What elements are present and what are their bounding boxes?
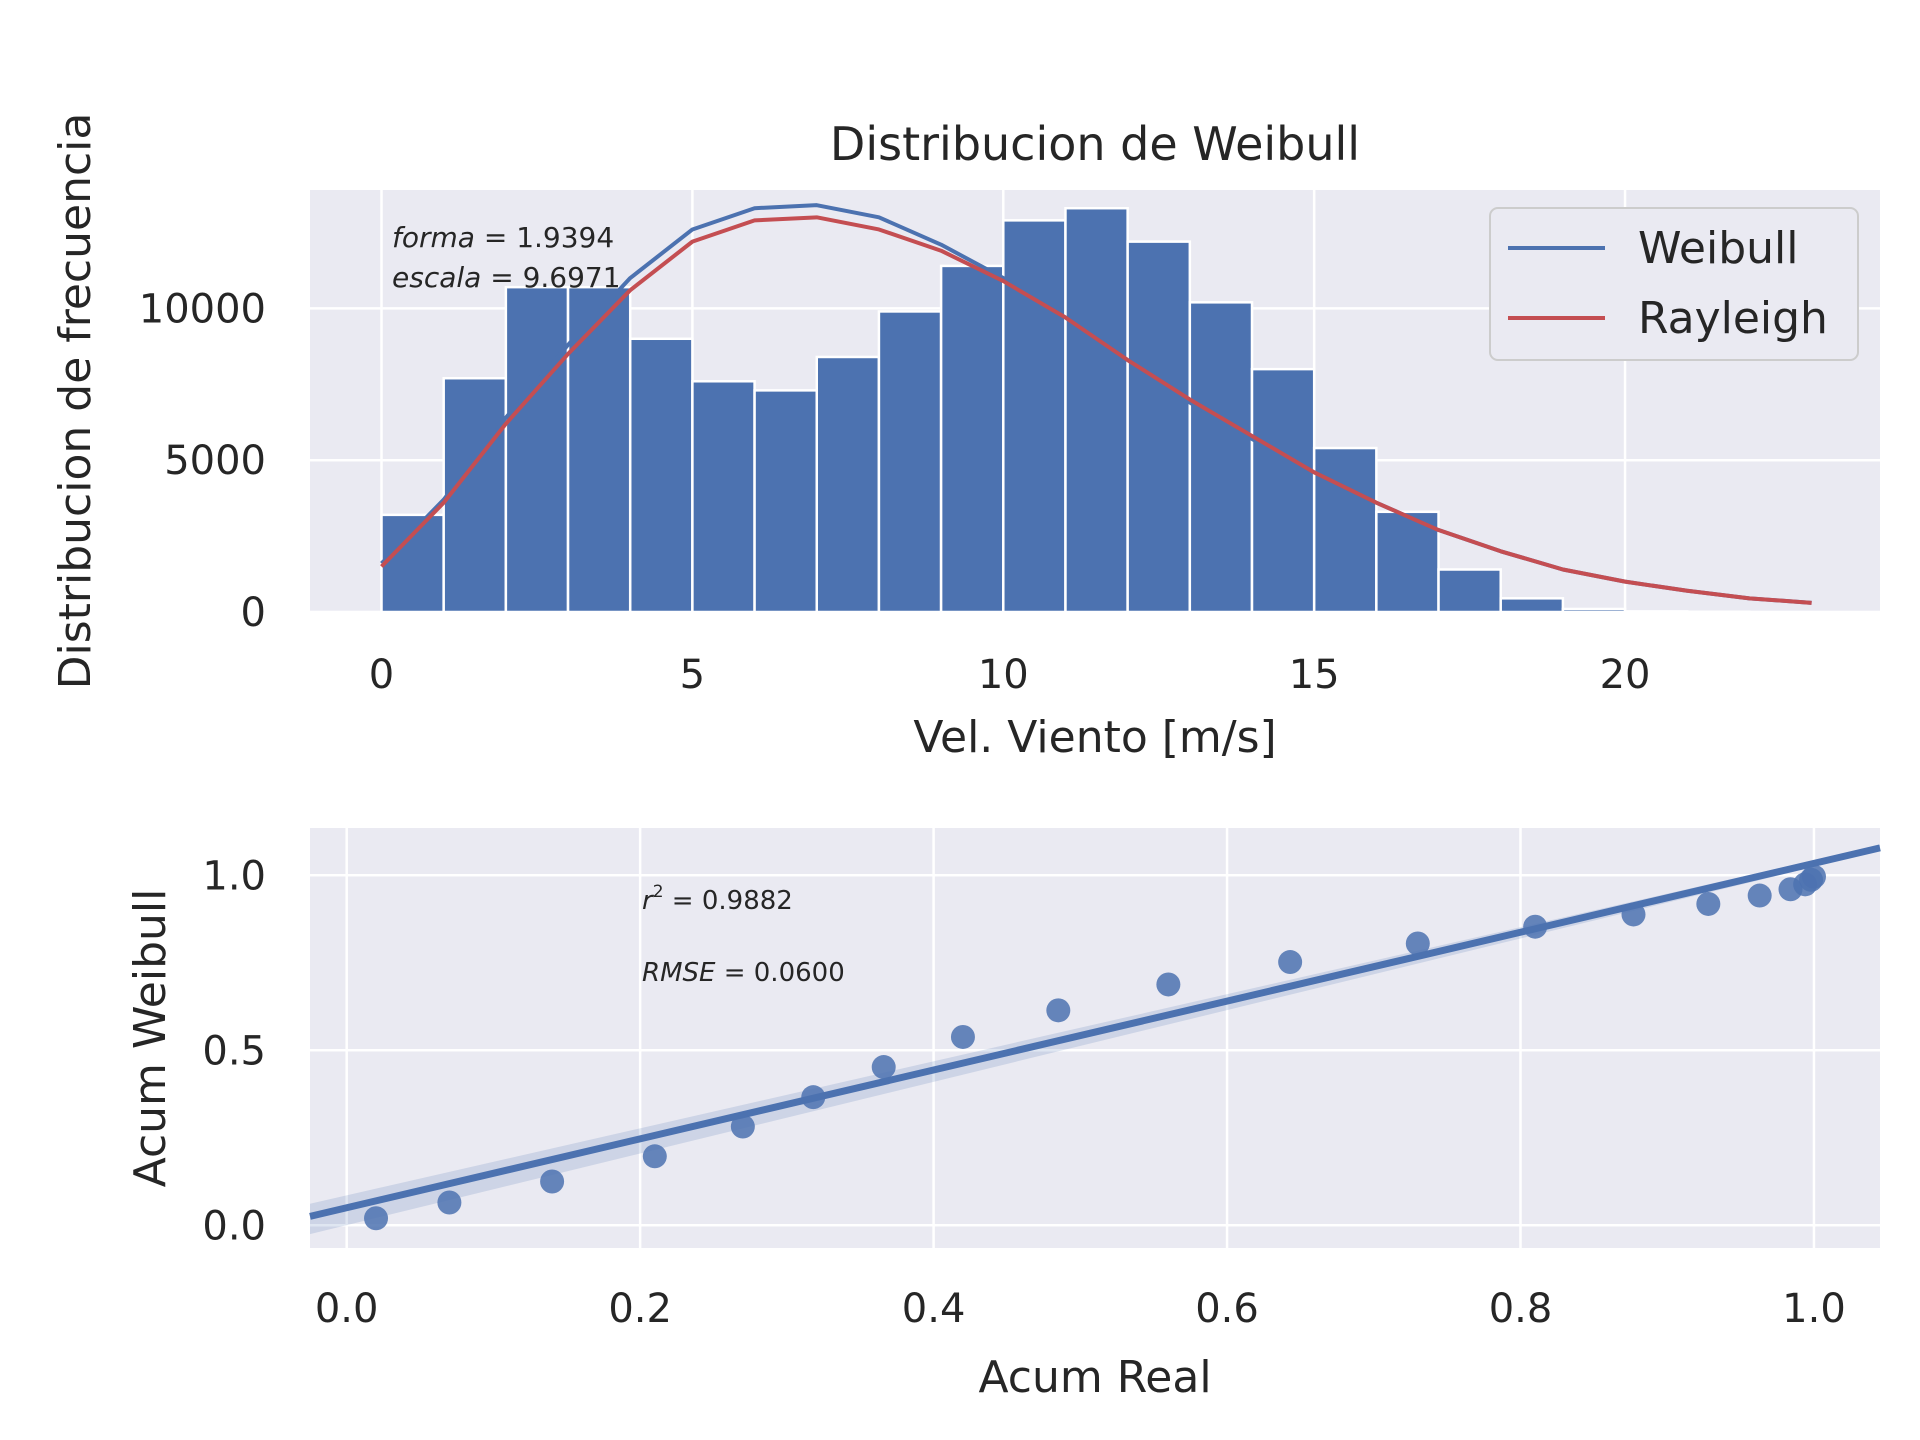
histogram-x-tick: 20 [1600, 652, 1651, 698]
rmse-value: 0.0600 [754, 958, 845, 988]
chart-title: Distribucion de Weibull [830, 117, 1360, 171]
rmse-equals: = [715, 958, 753, 988]
histogram-x-tick: 15 [1289, 652, 1340, 698]
histogram-bar [504, 285, 570, 614]
pp-x-tick-labels: 0.0 0.2 0.4 0.6 0.8 1.0 [315, 1286, 1846, 1332]
scatter-point [801, 1085, 826, 1110]
scatter-point [642, 1144, 667, 1169]
pp-y-tick: 0.0 [202, 1203, 266, 1249]
pp-gridlines [310, 828, 1880, 1248]
histogram-x-axis-label: Vel. Viento [m/s] [913, 712, 1276, 763]
histogram-bar [1499, 597, 1565, 614]
fit-lines [380, 203, 1812, 605]
scatter-point [1621, 902, 1646, 927]
pp-y-tick-labels: 0.0 0.5 1.0 [202, 853, 266, 1249]
forma-label: forma [392, 221, 475, 254]
histogram-bar [1126, 240, 1192, 614]
histogram-y-tick: 0 [241, 590, 266, 636]
histogram-bar [691, 380, 756, 614]
histogram-x-tick-labels: 0 5 10 15 20 [369, 652, 1651, 698]
r2-equals: = [664, 886, 702, 916]
histogram-y-tick: 10000 [139, 286, 266, 332]
legend-weibull-label: Weibull [1638, 223, 1799, 274]
histogram-y-axis-label: Distribucion de frecuencia [50, 113, 101, 690]
pp-y-axis-label: Acum Weibull [125, 889, 176, 1188]
histogram-bar [1561, 607, 1627, 614]
r2-label: r [642, 886, 655, 916]
escala-equals: = [481, 261, 522, 294]
pp-plot-axes: 0.0 0.2 0.4 0.6 0.8 1.0 0.0 0.5 1.0 Acum Real A… [125, 828, 1881, 1403]
escala-label: escala [392, 261, 481, 294]
histogram-bar [442, 376, 508, 614]
histogram-bar [1437, 568, 1502, 614]
svg-text:RMSE = 0.0600: RMSE = 0.0600 [642, 958, 845, 988]
regression-fit-line [309, 844, 1881, 1220]
weibull-params-annotation: forma = 1.9394 escala = 9.6971 [392, 221, 621, 294]
pp-x-tick: 1.0 [1782, 1286, 1846, 1332]
r2-value: 0.9882 [702, 886, 793, 916]
pp-x-tick: 0.2 [608, 1286, 672, 1332]
regression-line [309, 844, 1881, 1220]
pp-y-tick: 1.0 [202, 853, 266, 899]
pp-y-tick: 0.5 [202, 1028, 266, 1074]
pp-x-tick: 0.0 [315, 1286, 379, 1332]
scatter-point [1523, 914, 1548, 939]
histogram-bar [877, 310, 943, 614]
histogram-axes: 0 5 10 15 20 0 5000 10000 Distribucion de Weib… [50, 113, 1880, 763]
histogram-x-tick: 5 [680, 652, 705, 698]
histogram-y-tick: 5000 [164, 438, 266, 484]
svg-text:r2 = 0.9882: r2 = 0.9882 [642, 882, 793, 916]
scatter-point [1405, 931, 1430, 956]
fit-stats-annotation: r2 = 0.9882 RMSE = 0.0600 [642, 882, 845, 988]
svg-text:forma = 1.9394: forma = 1.9394 [392, 221, 614, 254]
scatter-point [540, 1169, 565, 1194]
histogram-y-tick-labels: 0 5000 10000 [139, 286, 266, 636]
histogram-bars [380, 206, 1751, 614]
histogram-bar [939, 264, 1005, 614]
histogram-bar [1064, 206, 1129, 614]
scatter-point [364, 1206, 389, 1231]
forma-value: 1.9394 [516, 221, 614, 254]
pp-scatter-points [364, 864, 1826, 1231]
forma-equals: = [475, 221, 516, 254]
scatter-point [1046, 998, 1071, 1023]
histogram-bar [1312, 446, 1378, 614]
scatter-point [1278, 950, 1303, 975]
rayleigh-fit-line [380, 215, 1812, 605]
scatter-point [950, 1024, 975, 1049]
histogram-bar [1188, 301, 1254, 614]
scatter-point [1801, 864, 1826, 889]
legend: Weibull Rayleigh [1489, 207, 1859, 361]
legend-rayleigh-label: Rayleigh [1638, 293, 1828, 344]
histogram-bar [1375, 510, 1440, 614]
scatter-point [730, 1114, 755, 1139]
pp-x-tick: 0.6 [1195, 1286, 1259, 1332]
scatter-point [871, 1055, 896, 1080]
histogram-bar [815, 355, 881, 614]
histogram-bar [753, 389, 819, 614]
svg-text:escala = 9.6971: escala = 9.6971 [392, 261, 621, 294]
histogram-bar [1002, 219, 1067, 614]
histogram-x-tick: 10 [978, 652, 1029, 698]
scatter-point [1696, 891, 1721, 916]
pp-x-tick: 0.8 [1489, 1286, 1553, 1332]
histogram-bar [628, 337, 694, 614]
r2-superscript: 2 [653, 882, 664, 902]
scatter-point [1747, 883, 1772, 908]
pp-x-axis-label: Acum Real [978, 1352, 1211, 1403]
scatter-point [437, 1190, 462, 1215]
scatter-point [1156, 972, 1181, 997]
histogram-bar [1623, 610, 1689, 614]
pp-plot-area [310, 828, 1880, 1248]
rmse-label: RMSE [642, 958, 716, 988]
escala-value: 9.6971 [523, 261, 621, 294]
pp-x-tick: 0.4 [902, 1286, 966, 1332]
histogram-bar [1250, 367, 1316, 614]
histogram-x-tick: 0 [369, 652, 394, 698]
